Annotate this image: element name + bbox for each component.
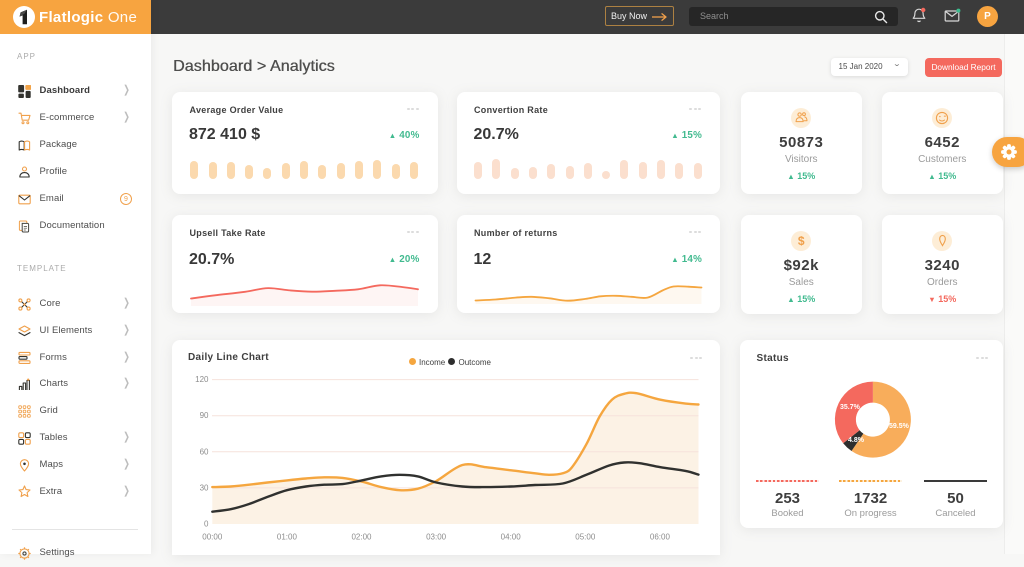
- svg-text:90: 90: [200, 411, 209, 420]
- svg-text:06:00: 06:00: [650, 532, 671, 541]
- svg-text:01:00: 01:00: [277, 532, 298, 541]
- svg-text:35.7%: 35.7%: [840, 404, 861, 411]
- svg-text:05:00: 05:00: [575, 532, 596, 541]
- svg-text:120: 120: [195, 375, 209, 384]
- svg-text:60: 60: [200, 447, 209, 456]
- svg-text:30: 30: [200, 483, 209, 492]
- svg-text:59.5%: 59.5%: [889, 423, 910, 430]
- svg-text:02:00: 02:00: [351, 532, 372, 541]
- svg-text:03:00: 03:00: [426, 532, 447, 541]
- svg-text:4.8%: 4.8%: [848, 437, 865, 444]
- svg-text:04:00: 04:00: [501, 532, 522, 541]
- svg-text:00:00: 00:00: [202, 532, 223, 541]
- svg-text:0: 0: [204, 519, 209, 528]
